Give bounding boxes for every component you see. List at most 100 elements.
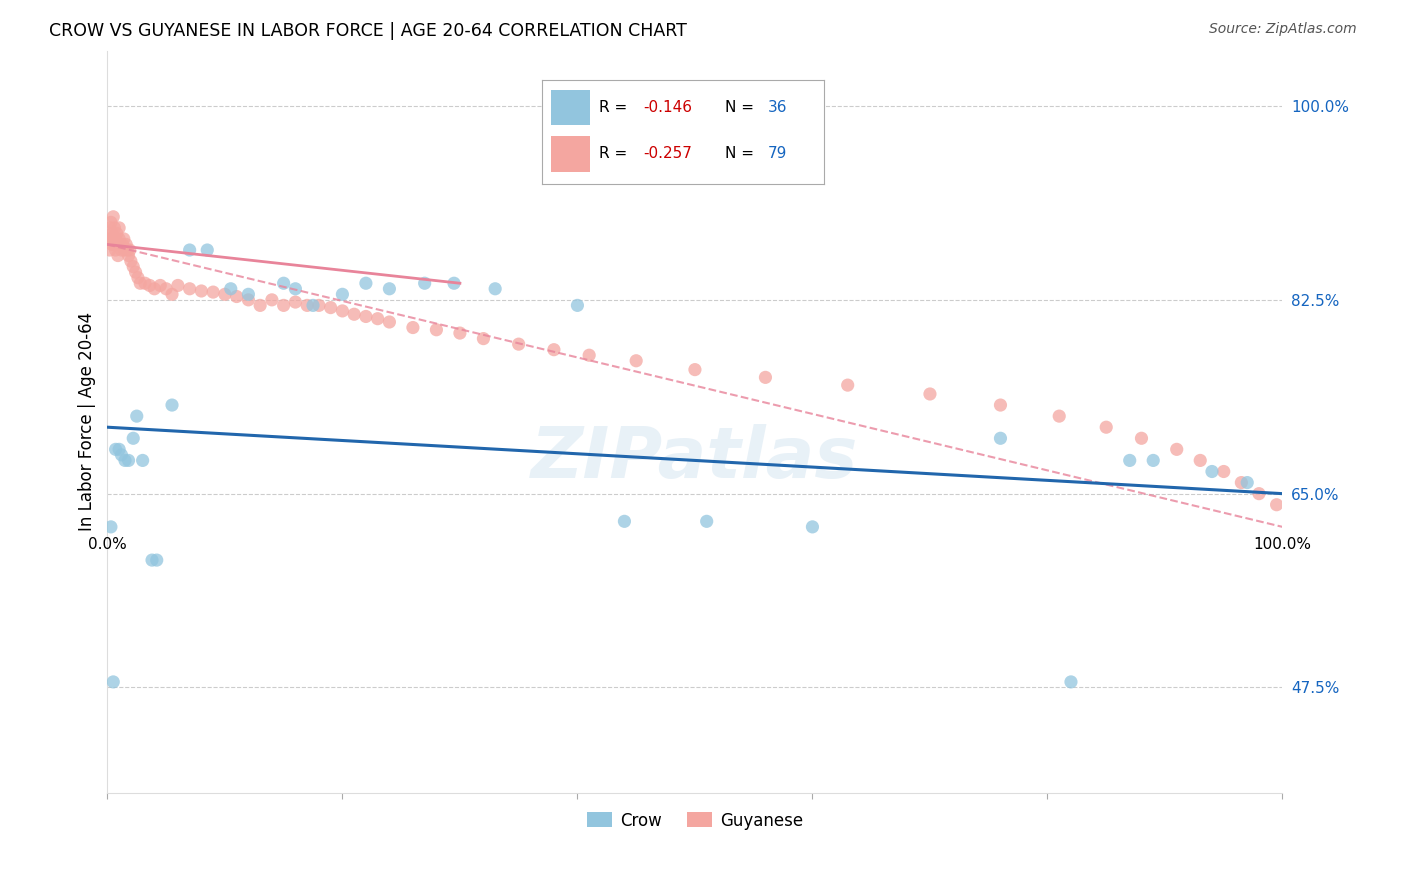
Point: [108, 232, 131, 246]
Point: [108, 220, 131, 235]
Point: [115, 237, 138, 252]
Point: [1201, 465, 1223, 479]
Point: [367, 311, 389, 326]
Point: [425, 323, 447, 337]
Point: [284, 282, 307, 296]
Point: [472, 332, 495, 346]
Point: [143, 282, 166, 296]
Point: [129, 277, 152, 291]
Point: [354, 310, 377, 324]
Point: [1130, 431, 1153, 445]
Point: [1060, 674, 1083, 689]
Point: [103, 210, 125, 224]
Text: 100.0%: 100.0%: [1254, 537, 1312, 551]
Point: [160, 398, 183, 412]
Point: [1212, 465, 1234, 479]
Point: [1095, 420, 1118, 434]
Point: [145, 553, 167, 567]
Point: [100, 520, 122, 534]
Point: [110, 237, 132, 252]
Point: [214, 287, 236, 301]
Point: [443, 277, 465, 291]
Point: [402, 320, 425, 334]
Point: [202, 285, 225, 299]
Point: [1142, 453, 1164, 467]
Point: [120, 254, 142, 268]
Point: [103, 237, 125, 252]
Point: [110, 448, 132, 462]
Point: [118, 243, 141, 257]
Point: [567, 298, 589, 312]
Point: [238, 293, 260, 307]
Point: [754, 370, 776, 384]
Point: [308, 298, 330, 312]
Point: [167, 278, 190, 293]
Point: [125, 409, 148, 424]
Point: [101, 227, 124, 241]
Point: [990, 431, 1012, 445]
Point: [613, 514, 636, 528]
Point: [179, 282, 201, 296]
Point: [1236, 475, 1258, 490]
Point: [97, 232, 120, 246]
Point: [124, 265, 146, 279]
Point: [378, 315, 401, 329]
Text: Source: ZipAtlas.com: Source: ZipAtlas.com: [1209, 22, 1357, 37]
Point: [108, 442, 131, 457]
Point: [332, 287, 354, 301]
Point: [1265, 498, 1288, 512]
Point: [1230, 475, 1253, 490]
Point: [413, 277, 436, 291]
Point: [273, 298, 295, 312]
Point: [160, 287, 183, 301]
Point: [801, 520, 824, 534]
Point: [332, 304, 354, 318]
Point: [249, 298, 271, 312]
Point: [484, 282, 506, 296]
Point: [122, 260, 145, 274]
Point: [302, 298, 325, 312]
Point: [105, 237, 128, 252]
Point: [138, 278, 160, 293]
Point: [190, 284, 212, 298]
Point: [127, 270, 149, 285]
Point: [1047, 409, 1070, 424]
Point: [508, 337, 530, 351]
Point: [110, 243, 132, 257]
Point: [103, 232, 125, 246]
Point: [319, 301, 342, 315]
Text: CROW VS GUYANESE IN LABOR FORCE | AGE 20-64 CORRELATION CHART: CROW VS GUYANESE IN LABOR FORCE | AGE 20…: [49, 22, 688, 40]
Point: [1119, 453, 1142, 467]
Point: [449, 326, 471, 340]
Point: [114, 453, 136, 467]
Point: [122, 431, 145, 445]
Point: [1189, 453, 1212, 467]
Point: [837, 378, 859, 392]
Point: [273, 277, 295, 291]
Point: [683, 362, 706, 376]
Point: [543, 343, 565, 357]
Point: [195, 243, 218, 257]
Legend: Crow, Guyanese: Crow, Guyanese: [581, 805, 810, 837]
Point: [107, 248, 129, 262]
Text: 0.0%: 0.0%: [89, 537, 127, 551]
Point: [696, 514, 718, 528]
Point: [155, 282, 177, 296]
Point: [141, 553, 163, 567]
Point: [103, 220, 125, 235]
Point: [104, 232, 127, 246]
Point: [260, 293, 283, 307]
Point: [131, 453, 153, 467]
Point: [918, 387, 941, 401]
Point: [134, 277, 156, 291]
Point: [103, 674, 125, 689]
Point: [354, 277, 377, 291]
Point: [117, 243, 139, 257]
Point: [179, 243, 201, 257]
Point: [111, 237, 134, 252]
Point: [238, 287, 260, 301]
Point: [578, 348, 600, 362]
Point: [104, 243, 127, 257]
Point: [98, 220, 121, 235]
Point: [225, 289, 247, 303]
